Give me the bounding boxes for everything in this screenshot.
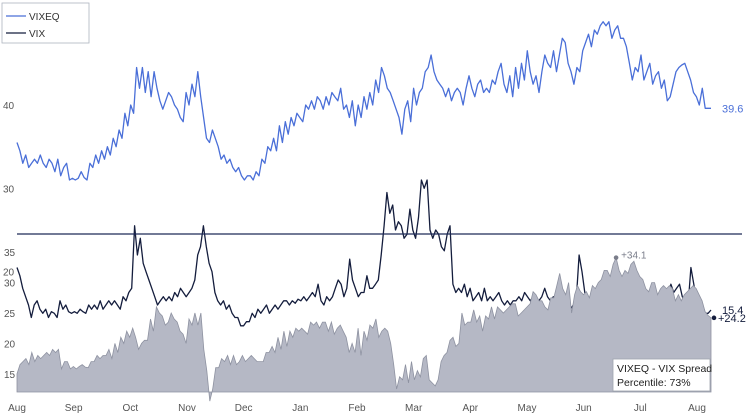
x-tick-label: Feb bbox=[348, 403, 366, 414]
last-value-label-vix: 15.4 bbox=[722, 305, 743, 317]
x-tick-label: Apr bbox=[463, 403, 479, 414]
top-y-tick-label: 30 bbox=[3, 184, 15, 195]
bottom-y-tick-label: 35 bbox=[4, 248, 16, 259]
x-tick-label: Nov bbox=[178, 403, 196, 414]
last-value-label-spread: +24.2 bbox=[718, 313, 746, 325]
x-tick-label: Jul bbox=[634, 403, 647, 414]
bottom-y-axis: 15 20 25 30 35 bbox=[4, 248, 16, 381]
last-value-label-vixeq: 39.6 bbox=[722, 103, 743, 115]
x-tick-label: Oct bbox=[123, 403, 139, 414]
top-y-tick-label: 40 bbox=[3, 101, 15, 112]
x-tick-label: Dec bbox=[235, 403, 253, 414]
x-tick-label: Aug bbox=[8, 403, 26, 414]
bottom-panel: 15 20 25 30 35 +34.1 +24.2 VIXEQ - VIX Sprea… bbox=[4, 248, 746, 414]
x-tick-label: Mar bbox=[405, 403, 423, 414]
x-tick-label: Aug bbox=[688, 403, 706, 414]
x-tick-label: Jan bbox=[292, 403, 308, 414]
top-y-axis: 20304050 bbox=[3, 18, 15, 279]
bottom-y-tick-label: 20 bbox=[4, 339, 16, 350]
bottom-y-tick-label: 25 bbox=[4, 309, 16, 320]
x-axis: Aug Sep Oct Nov Dec Jan Feb Mar Apr May Jun Jul Aug bbox=[8, 403, 706, 414]
series-line-vixeq bbox=[16, 21, 711, 181]
x-tick-label: Jun bbox=[576, 403, 592, 414]
x-tick-label: Sep bbox=[65, 403, 83, 414]
top-y-tick-label: 20 bbox=[3, 268, 15, 279]
legend-label-vix: VIX bbox=[29, 29, 45, 40]
peak-label: +34.1 bbox=[621, 251, 647, 262]
spread-info-title: VIXEQ - VIX Spread bbox=[617, 363, 712, 375]
peak-marker bbox=[613, 255, 619, 260]
spread-area bbox=[16, 256, 712, 402]
bottom-y-tick-label: 15 bbox=[4, 370, 16, 381]
last-value-marker bbox=[711, 315, 717, 321]
spread-info-box: VIXEQ - VIX Spread Percentile: 73% bbox=[612, 358, 712, 392]
legend-label-vixeq: VIXEQ bbox=[29, 12, 60, 23]
spread-info-percentile: Percentile: 73% bbox=[617, 377, 691, 389]
legend[interactable]: VIXEQ VIX bbox=[1, 2, 90, 44]
x-tick-label: May bbox=[518, 403, 537, 414]
bottom-y-tick-label: 30 bbox=[4, 279, 16, 290]
